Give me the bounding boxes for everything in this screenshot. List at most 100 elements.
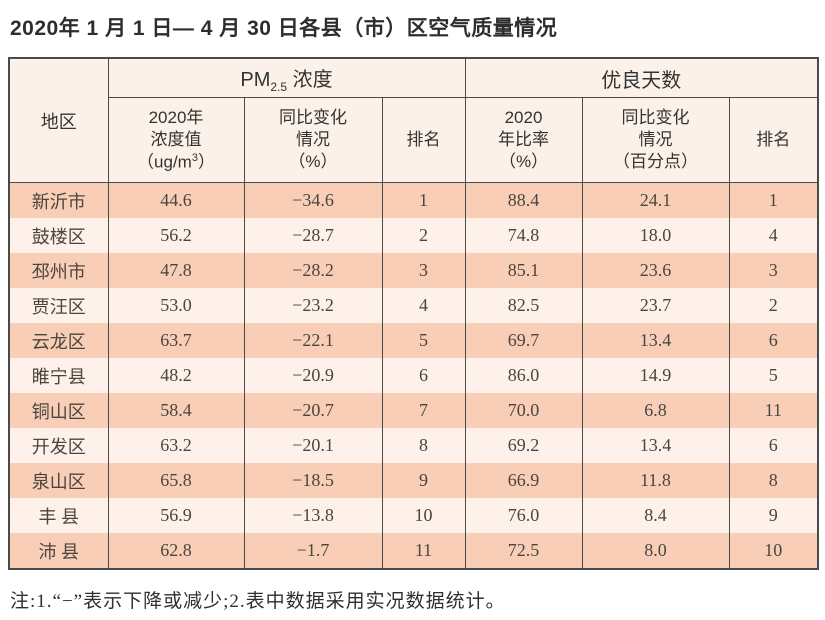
header-good-ratio-line2: 年比率 [498,129,550,149]
table-row: 贾汪区 53.0 −23.2 4 82.5 23.7 2 [8,288,819,323]
header-pm-unit-open: （ug/m [137,152,192,172]
cell-pm-rank: 3 [381,253,466,288]
table-row: 铜山区 58.4 −20.7 7 70.0 6.8 11 [8,393,819,428]
cell-pm-value: 63.7 [107,323,245,358]
page-title: 2020年 1 月 1 日— 4 月 30 日各县（市）区空气质量情况 [10,17,558,40]
header-group-row: 地区 PM2.5 浓度 优良天数 [8,57,819,183]
header-good-change-line3: （百分点） [613,152,699,172]
cell-good-ratio: 69.7 [464,323,583,358]
header-sub-row: 2020年 浓度值 （ug/m3） 同比变化 情况 （%） 排名 2020 年比… [9,97,819,183]
cell-pm-value: 47.8 [107,253,245,288]
cell-region: 云龙区 [8,323,109,358]
header-pm-value-line3: （ug/m3） [109,151,244,174]
header-pm-value: 2020年 浓度值 （ug/m3） [107,97,245,183]
header-good-rank: 排名 [728,97,819,183]
header-good-ratio-line3: （%） [498,152,549,172]
cell-good-change: 11.8 [581,463,730,498]
cell-good-ratio: 86.0 [464,358,583,393]
cell-good-change: 24.1 [581,182,730,218]
cell-pm-rank: 10 [381,498,466,533]
footnote: 注:1.“−”表示下降或减少;2.表中数据采用实况数据统计。 [10,591,506,612]
table-row: 开发区 63.2 −20.1 8 69.2 13.4 6 [8,428,819,463]
air-quality-table: 地区 PM2.5 浓度 优良天数 2020年 浓度值 （ug/m3） 同比变化 … [8,57,820,570]
pm-label-prefix: PM [240,68,271,91]
cell-good-rank: 1 [728,182,819,218]
cell-pm-rank: 7 [381,393,466,428]
cell-pm-rank: 6 [381,358,466,393]
cell-region: 铜山区 [8,393,109,428]
cell-region: 邳州市 [8,253,109,288]
cell-pm-change: −1.7 [243,533,383,569]
cell-good-ratio: 66.9 [464,463,583,498]
cell-pm-value: 58.4 [107,393,245,428]
table-row: 沛 县 62.8 −1.7 11 72.5 8.0 10 [8,533,819,569]
table-row: 丰 县 56.9 −13.8 10 76.0 8.4 9 [8,498,819,533]
cell-good-rank: 8 [728,463,819,498]
header-pm-change-line2: 情况 [296,129,330,149]
cell-good-change: 23.6 [581,253,730,288]
pm-label-suffix: 浓度 [287,68,333,91]
header-group-good-days: 优良天数 [464,57,819,98]
cell-good-change: 8.0 [581,533,730,569]
header-pm-change-line1: 同比变化 [279,107,347,127]
cell-good-change: 13.4 [581,323,730,358]
table-row: 鼓楼区 56.2 −28.7 2 74.8 18.0 4 [8,218,819,253]
cell-good-rank: 6 [728,323,819,358]
cell-pm-value: 63.2 [107,428,245,463]
cell-good-rank: 2 [728,288,819,323]
header-pm-value-line1: 2020年 [148,107,204,127]
cell-pm-value: 65.8 [107,463,245,498]
cell-good-change: 18.0 [581,218,730,253]
table-row: 邳州市 47.8 −28.2 3 85.1 23.6 3 [8,253,819,288]
cell-pm-rank: 1 [381,182,466,218]
header-pm-value-line2: 浓度值 [150,129,202,149]
cell-pm-value: 53.0 [107,288,245,323]
header-group-pm25: PM2.5 浓度 [107,57,466,98]
cell-good-rank: 5 [728,358,819,393]
cell-pm-change: −20.9 [243,358,383,393]
header-pm-change-line3: （%） [288,152,338,172]
cell-pm-change: −22.1 [243,323,383,358]
cell-region: 睢宁县 [8,358,109,393]
cell-good-ratio: 70.0 [464,393,583,428]
table-body: 新沂市 44.6 −34.6 1 88.4 24.1 1 鼓楼区 56.2 −2… [8,182,819,569]
cell-pm-value: 62.8 [107,533,245,569]
cell-good-rank: 11 [728,393,819,428]
cell-pm-change: −13.8 [243,498,383,533]
cell-region: 新沂市 [8,182,109,218]
cell-region: 泉山区 [8,463,109,498]
cell-pm-rank: 11 [381,533,466,569]
table-row: 新沂市 44.6 −34.6 1 88.4 24.1 1 [8,182,819,218]
cell-pm-change: −18.5 [243,463,383,498]
cell-good-rank: 10 [728,533,819,569]
header-good-change: 同比变化 情况 （百分点） [581,97,730,183]
header-good-ratio: 2020 年比率 （%） [464,97,583,183]
cell-good-ratio: 85.1 [464,253,583,288]
cell-pm-change: −23.2 [243,288,383,323]
cell-pm-change: −20.1 [243,428,383,463]
cell-pm-rank: 9 [381,463,466,498]
cell-good-change: 6.8 [581,393,730,428]
cell-pm-value: 44.6 [107,182,245,218]
cell-good-rank: 9 [728,498,819,533]
cell-pm-change: −20.7 [243,393,383,428]
cell-good-change: 14.9 [581,358,730,393]
cell-pm-rank: 4 [381,288,466,323]
cell-pm-change: −34.6 [243,182,383,218]
header-good-change-line1: 同比变化 [621,107,690,127]
cell-region: 开发区 [8,428,109,463]
cell-good-ratio: 76.0 [464,498,583,533]
cell-region: 沛 县 [8,533,109,569]
cell-region: 丰 县 [8,498,109,533]
cell-good-ratio: 72.5 [464,533,583,569]
header-pm-change: 同比变化 情况 （%） [243,97,383,183]
header-pm-rank: 排名 [381,97,466,183]
table-row: 泉山区 65.8 −18.5 9 66.9 11.8 8 [8,463,819,498]
cell-region: 鼓楼区 [8,218,109,253]
cell-good-ratio: 69.2 [464,428,583,463]
header-pm-unit-superscript: 3 [191,151,198,164]
cell-pm-value: 56.2 [107,218,245,253]
table-row: 云龙区 63.7 −22.1 5 69.7 13.4 6 [8,323,819,358]
header-good-ratio-line1: 2020 [504,107,543,127]
